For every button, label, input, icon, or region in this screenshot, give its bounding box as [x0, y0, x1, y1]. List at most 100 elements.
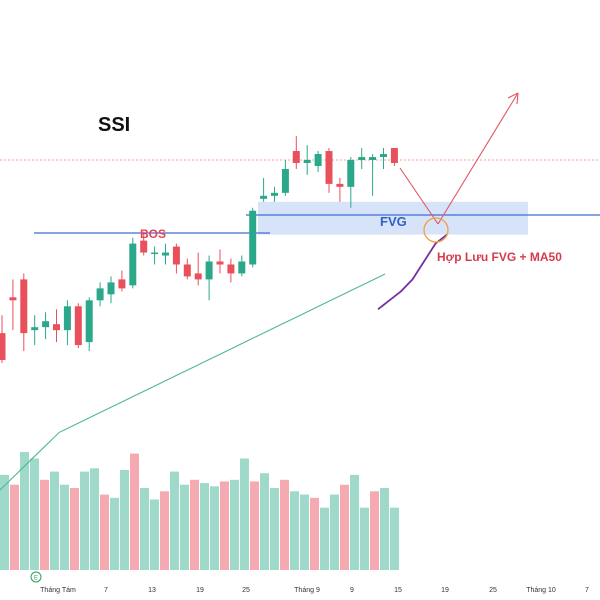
level-lines-layer	[0, 159, 600, 234]
volume-bar	[100, 494, 109, 570]
candle	[107, 276, 115, 304]
volume-bar	[320, 507, 329, 570]
candle-body	[205, 261, 213, 280]
volume-bar	[20, 451, 29, 570]
volume-bar	[140, 488, 149, 570]
candle-body	[292, 151, 300, 163]
candle-body	[42, 321, 50, 328]
volume-bar	[10, 484, 19, 570]
volume-bar	[110, 497, 119, 570]
event-marker[interactable]: E	[30, 571, 42, 583]
candle	[380, 148, 387, 169]
candle-body	[183, 264, 191, 277]
x-tick-label: 25	[489, 587, 497, 594]
x-tick-label: Tháng 9	[294, 587, 320, 594]
candle	[151, 246, 159, 265]
candle	[358, 148, 366, 169]
candle-body	[85, 300, 93, 343]
candle	[9, 279, 17, 331]
fvg-zone	[258, 201, 528, 235]
candle	[336, 177, 344, 202]
candle-body	[9, 297, 17, 301]
candle-body	[162, 252, 169, 256]
volume-bar	[0, 474, 9, 570]
arrowhead-icon	[507, 92, 519, 105]
candle-body	[271, 192, 278, 196]
candle-body	[63, 306, 71, 331]
candle-body	[227, 264, 235, 274]
volume-bar	[300, 494, 309, 570]
volume-bar	[340, 484, 349, 570]
volume-bar	[260, 473, 269, 570]
volume-bar	[330, 494, 339, 570]
candle-body	[20, 279, 28, 334]
pullback-arrow	[399, 167, 439, 225]
candle	[249, 207, 257, 268]
candle	[53, 309, 60, 343]
candle	[129, 237, 137, 289]
candle-body	[347, 160, 355, 187]
candle-body	[390, 148, 398, 163]
volume-bars-layer	[0, 451, 399, 570]
x-tick-label: Tháng 10	[526, 587, 556, 594]
candle-body	[74, 306, 82, 346]
candle-body	[96, 288, 104, 301]
x-tick-label: 7	[585, 587, 589, 594]
candle	[369, 154, 377, 196]
candle-body	[249, 210, 257, 265]
candle-body	[216, 261, 224, 265]
candle-body	[129, 243, 137, 286]
chart-title: SSI	[98, 114, 130, 136]
candle	[347, 157, 355, 208]
candle	[281, 160, 289, 196]
candle	[390, 148, 398, 166]
volume-bar	[30, 458, 39, 570]
volume-bar	[290, 491, 299, 570]
candle-body	[281, 168, 289, 193]
x-tick-label: 19	[196, 587, 204, 594]
x-tick-label: 19	[441, 587, 449, 594]
candle	[205, 255, 213, 301]
confluence-label: Hợp Lưu FVG + MA50	[437, 250, 562, 264]
volume-bar	[120, 469, 129, 570]
candles-layer	[0, 136, 398, 363]
candle-body	[260, 195, 268, 199]
candle-body	[151, 252, 159, 255]
candle	[314, 151, 322, 172]
volume-bar	[370, 491, 379, 570]
candle-body	[0, 333, 6, 360]
volume-bar	[390, 507, 399, 570]
event-marker-label: E	[34, 576, 38, 582]
volume-bar	[190, 479, 199, 570]
target-arrow	[437, 92, 519, 225]
candle-body	[107, 282, 115, 295]
volume-bar	[80, 471, 89, 570]
x-axis-ticks-layer: Tháng Tám 7 13 19 25 Tháng 9 9 15 19 25 Tháng 10 7	[40, 587, 589, 594]
volume-bar	[50, 471, 59, 570]
volume-bar	[130, 453, 139, 570]
candle-body	[380, 154, 387, 158]
volume-bar	[280, 479, 289, 570]
candle-body	[369, 157, 377, 160]
candle	[118, 270, 126, 292]
volume-bar	[360, 507, 369, 570]
volume-bar	[170, 471, 179, 570]
volume-bar	[310, 497, 319, 570]
volume-ma-line	[0, 273, 386, 491]
volume-bar	[230, 479, 239, 570]
volume-bar	[90, 468, 99, 570]
candle-body	[140, 240, 148, 253]
volume-bar	[250, 481, 259, 570]
candle	[172, 243, 180, 274]
fvg-zone-layer	[258, 201, 528, 235]
candle	[194, 252, 202, 286]
candle	[271, 186, 278, 202]
candle-body	[238, 261, 246, 274]
candle	[31, 315, 39, 346]
ma50-line	[377, 233, 448, 311]
x-tick-label: 25	[242, 587, 250, 594]
volume-bar	[210, 486, 219, 570]
candle	[140, 231, 148, 256]
candle	[325, 148, 333, 193]
